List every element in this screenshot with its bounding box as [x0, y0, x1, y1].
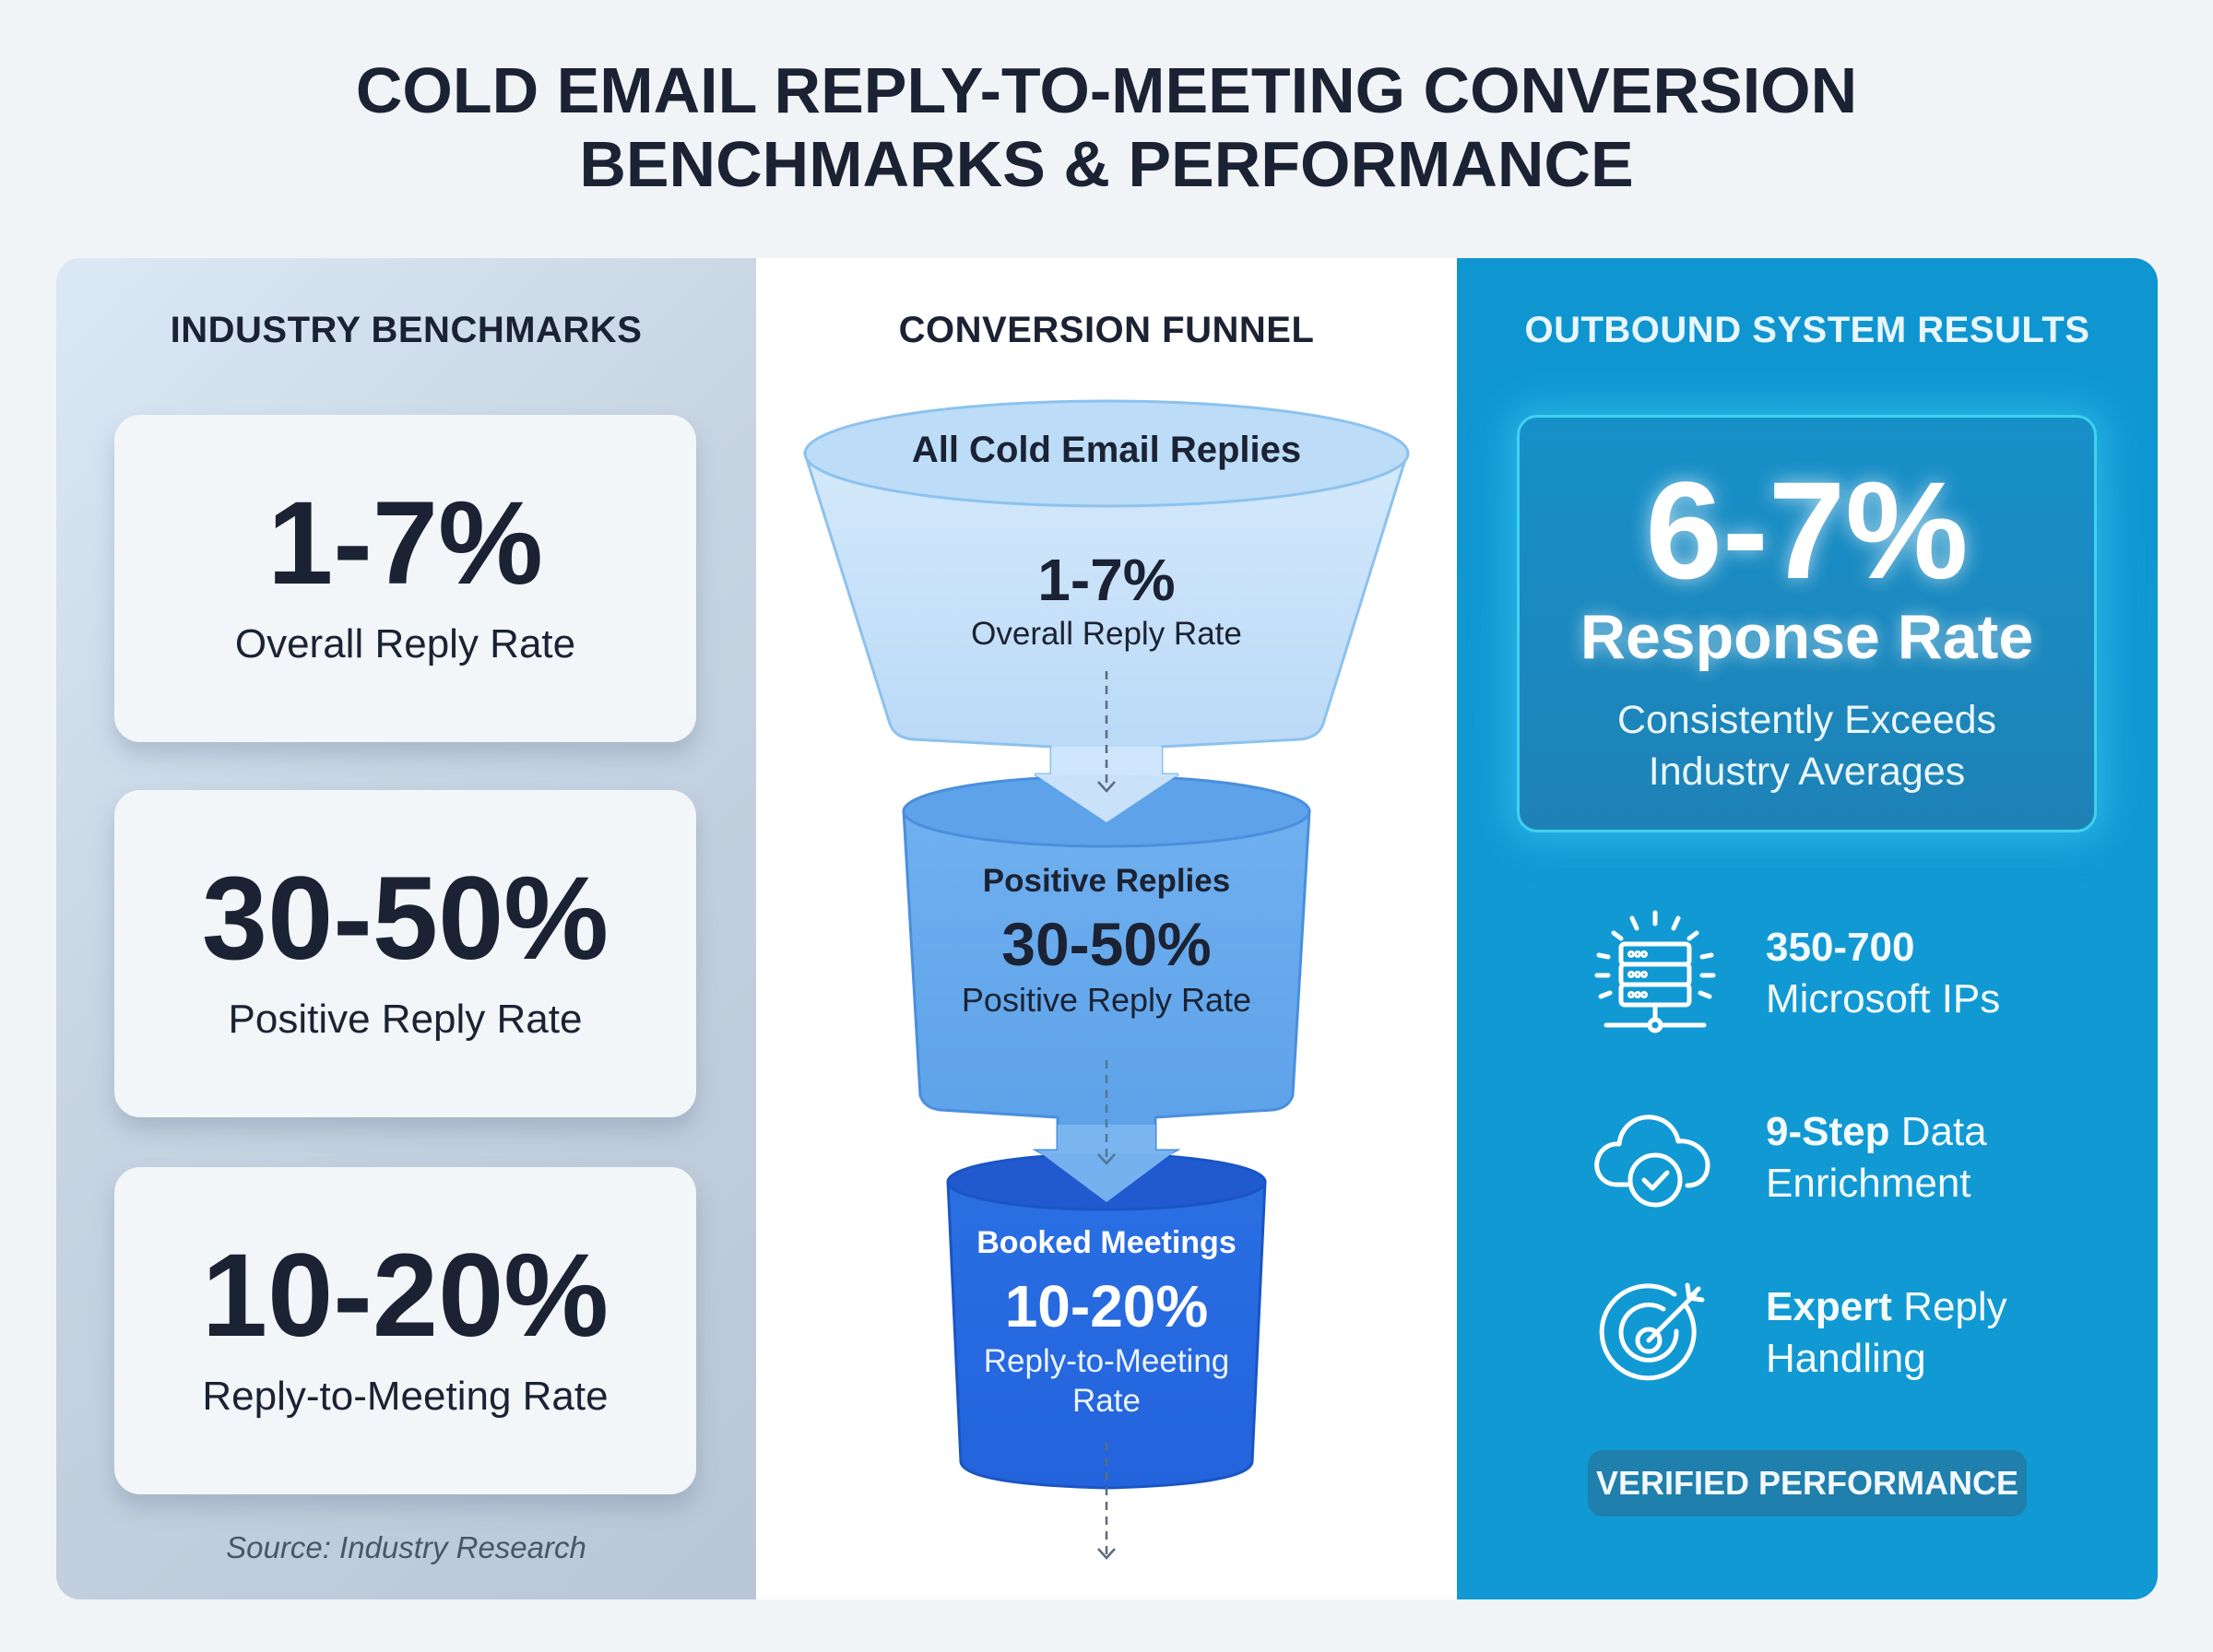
- feature-bold: 350-700: [1766, 925, 1915, 970]
- industry-benchmarks-panel: INDUSTRY BENCHMARKS 1-7% Overall Reply R…: [56, 258, 756, 1599]
- hero-value: 6-7%: [1645, 453, 1969, 608]
- page-title-line-2: BENCHMARKS & PERFORMANCE: [579, 128, 1634, 200]
- response-rate-hero-card: 6-7% Response Rate Consistently Exceeds …: [1517, 415, 2097, 832]
- hero-description: Consistently Exceeds Industry Averages: [1520, 694, 2094, 797]
- funnel-stage-1-value: 1-7%: [1037, 547, 1176, 613]
- feature-line-2: Enrichment: [1766, 1161, 1971, 1206]
- cloud-check-icon: [1594, 1115, 1710, 1208]
- funnel-stage-3-title: Booked Meetings: [976, 1225, 1237, 1260]
- benchmark-card-reply-to-meeting-rate: 10-20% Reply-to-Meeting Rate: [114, 1167, 696, 1494]
- funnel-stage-3-label-line-1: Reply-to-Meeting: [983, 1343, 1230, 1379]
- verified-performance-badge: VERIFIED PERFORMANCE: [1588, 1450, 2027, 1516]
- hero-label: Response Rate: [1580, 602, 2034, 672]
- feature-microsoft-ips: 350-700 Microsoft IPs: [1457, 903, 2158, 1051]
- benchmark-card-positive-reply-rate: 30-50% Positive Reply Rate: [114, 790, 696, 1117]
- dashed-arrow-1: [1097, 671, 1116, 793]
- feature-text: 9-Step Data Enrichment: [1766, 1106, 1987, 1210]
- feature-text: Expert Reply Handling: [1766, 1281, 2007, 1385]
- hero-description-line-1: Consistently Exceeds: [1616, 698, 1997, 742]
- dashed-arrow-2: [1097, 1060, 1116, 1165]
- industry-benchmarks-heading: INDUSTRY BENCHMARKS: [170, 310, 643, 350]
- outbound-results-heading: OUTBOUND SYSTEM RESULTS: [1524, 310, 2090, 350]
- outbound-results-panel: OUTBOUND SYSTEM RESULTS 6-7% Response Ra…: [1457, 258, 2158, 1599]
- feature-line-2: Handling: [1766, 1336, 1926, 1381]
- benchmark-label: Positive Reply Rate: [228, 997, 583, 1042]
- dashed-arrow-3: [1097, 1443, 1116, 1560]
- feature-reply-handling: Expert Reply Handling: [1457, 1263, 2158, 1410]
- source-note: Source: Industry Research: [226, 1530, 586, 1564]
- server-icon: [1594, 910, 1716, 1033]
- hero-description-line-2: Industry Averages: [1648, 749, 1966, 794]
- funnel-stage-1-label: Overall Reply Rate: [971, 616, 1242, 652]
- conversion-funnel-heading: CONVERSION FUNNEL: [898, 310, 1315, 350]
- funnel-stage-1-title: All Cold Email Replies: [911, 430, 1302, 470]
- benchmark-label: Reply-to-Meeting Rate: [202, 1374, 609, 1419]
- feature-text: 350-700 Microsoft IPs: [1766, 922, 2000, 1025]
- benchmark-value: 30-50%: [201, 853, 609, 985]
- funnel-stage-3-value: 10-20%: [1004, 1273, 1209, 1339]
- feature-rest: Data: [1889, 1109, 1987, 1154]
- funnel-graphic: [802, 399, 1410, 1560]
- feature-line-2: Microsoft IPs: [1766, 976, 2001, 1021]
- benchmark-label: Overall Reply Rate: [234, 621, 576, 667]
- feature-data-enrichment: 9-Step Data Enrichment: [1457, 1088, 2158, 1235]
- funnel-stage-2-title: Positive Replies: [982, 863, 1231, 899]
- feature-bold: Expert: [1766, 1284, 1892, 1329]
- funnel-stage-2-label: Positive Reply Rate: [961, 981, 1252, 1019]
- target-arrow-icon: [1599, 1282, 1705, 1381]
- feature-bold: 9-Step: [1766, 1109, 1890, 1154]
- feature-rest: Reply: [1891, 1284, 2007, 1329]
- funnel-stage-2-value: 30-50%: [1001, 910, 1212, 978]
- benchmark-card-reply-rate: 1-7% Overall Reply Rate: [114, 415, 696, 742]
- page-title-line-1: COLD EMAIL REPLY-TO-MEETING CONVERSION: [355, 54, 1858, 126]
- benchmark-value: 10-20%: [201, 1230, 609, 1362]
- conversion-funnel-panel: CONVERSION FUNNEL: [756, 258, 1457, 1599]
- funnel-stage-3-label-line-2: Rate: [1072, 1383, 1141, 1419]
- benchmark-value: 1-7%: [267, 478, 543, 609]
